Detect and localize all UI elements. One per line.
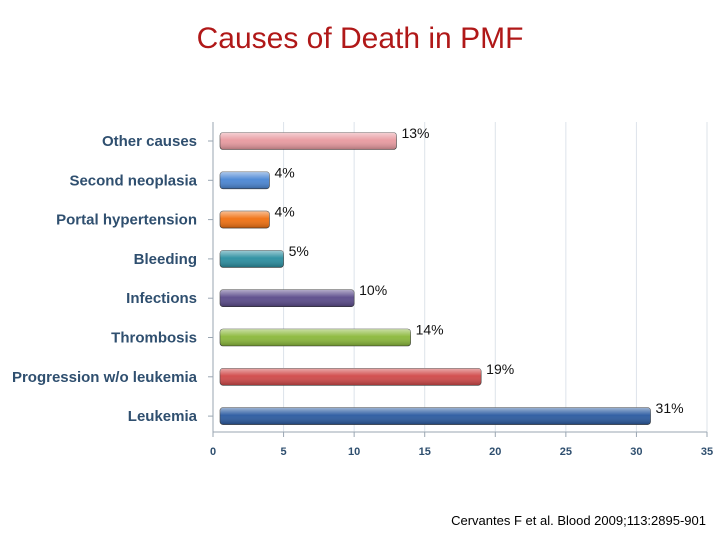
category-label: Thrombosis bbox=[111, 330, 197, 347]
category-label: Infections bbox=[126, 290, 197, 307]
grid-lines bbox=[283, 122, 708, 432]
bar-chart: 0 5 10 15 20 25 30 35 Other causes 13% Second neop… bbox=[12, 122, 713, 458]
labels: 0 5 10 15 20 25 30 35 Other causes 13% Second neop… bbox=[12, 125, 713, 458]
data-label: 4% bbox=[274, 164, 294, 180]
x-tick-label: 10 bbox=[348, 446, 360, 458]
bar-gloss bbox=[220, 329, 411, 346]
data-label: 13% bbox=[401, 125, 429, 141]
data-label: 31% bbox=[656, 400, 684, 416]
category-label: Second neoplasia bbox=[69, 172, 197, 189]
category-label: Bleeding bbox=[134, 251, 197, 268]
bars bbox=[219, 132, 651, 425]
x-tick-label: 15 bbox=[419, 446, 431, 458]
bar-gloss bbox=[220, 368, 482, 386]
bar-gloss bbox=[220, 250, 284, 268]
x-tick-label: 35 bbox=[701, 446, 713, 458]
data-label: 10% bbox=[359, 282, 387, 298]
data-label: 5% bbox=[289, 243, 309, 259]
category-label: Leukemia bbox=[128, 408, 198, 425]
data-label: 19% bbox=[486, 361, 514, 377]
data-label: 4% bbox=[274, 204, 294, 220]
category-label: Progression w/o leukemia bbox=[12, 369, 198, 386]
bar-gloss bbox=[220, 171, 270, 189]
x-tick-label: 30 bbox=[630, 446, 642, 458]
category-label: Other causes bbox=[102, 133, 197, 150]
bar-gloss bbox=[220, 211, 270, 229]
data-label: 14% bbox=[416, 322, 444, 338]
x-tick-label: 0 bbox=[210, 446, 216, 458]
category-label: Portal hypertension bbox=[56, 212, 197, 229]
bar-gloss bbox=[220, 289, 355, 307]
axes bbox=[208, 122, 708, 437]
citation: Cervantes F et al. Blood 2009;113:2895-9… bbox=[451, 513, 706, 528]
slide-title: Causes of Death in PMF bbox=[196, 22, 524, 55]
x-tick-label: 5 bbox=[281, 446, 287, 458]
bar-gloss bbox=[220, 407, 651, 425]
x-tick-label: 20 bbox=[489, 446, 501, 458]
x-tick-label: 25 bbox=[560, 446, 572, 458]
bar-gloss bbox=[220, 132, 397, 150]
